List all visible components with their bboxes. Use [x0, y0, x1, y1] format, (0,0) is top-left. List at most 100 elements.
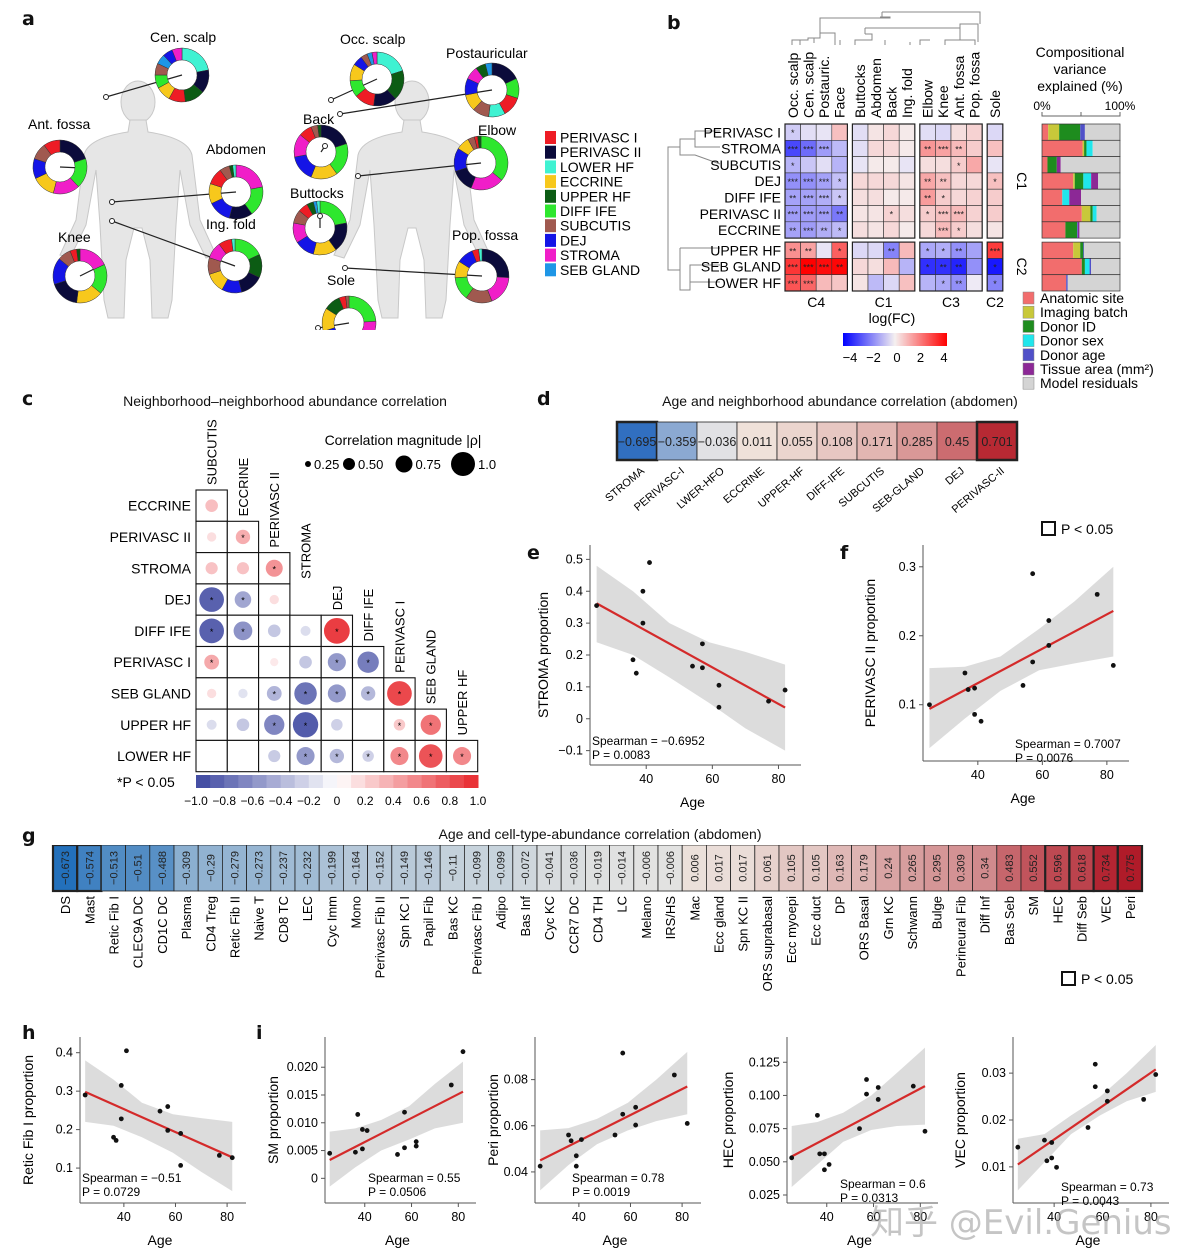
panel-label-i: i: [256, 1022, 263, 1044]
site-label: Abdomen: [206, 141, 266, 157]
heatmap-column-label: Abdomen: [868, 58, 884, 118]
y-tick-label: 0.2: [899, 629, 916, 643]
significance-mark: *: [366, 658, 370, 668]
site-marker: [315, 325, 321, 330]
colorbar-tick-label: 0: [893, 350, 900, 365]
data-point: [640, 588, 646, 594]
strip-cell: [736, 421, 778, 461]
variance-bar-outline: [1041, 274, 1121, 292]
site-label: Postauricular: [446, 45, 528, 61]
significance-mark: *: [335, 689, 339, 699]
size-legend-label: 0.75: [416, 457, 441, 472]
heatmap-row-label: STROMA: [721, 141, 782, 157]
significance-mark: ***: [803, 210, 814, 220]
donut-knee: Knee: [52, 229, 108, 304]
data-point: [815, 1112, 820, 1118]
donut-slice: [317, 124, 322, 138]
legend-label: PERIVASC I: [560, 130, 638, 146]
strip-category: ORS Basal: [857, 896, 872, 960]
confidence-band: [596, 565, 786, 751]
y-tick-label: −0.1: [558, 744, 583, 758]
significance-mark: **: [955, 144, 963, 154]
data-point: [178, 1162, 184, 1168]
heatmap-column-label: Sole: [987, 90, 1003, 118]
colorbar-step: [365, 775, 380, 788]
data-point: [1046, 643, 1052, 648]
variance-legend-label: Donor sex: [1040, 333, 1104, 349]
strip-cell: [851, 845, 877, 892]
strip-value: −0.695: [618, 435, 657, 449]
corr-circle: [268, 749, 281, 763]
row-group-label: C2: [1014, 258, 1030, 276]
data-point: [537, 1163, 543, 1169]
donut-slice: [478, 248, 483, 262]
y-tick-label: 0.5: [566, 552, 583, 566]
y-tick-label: 0.020: [287, 1060, 318, 1074]
x-tick-label: 80: [451, 1210, 465, 1224]
group-box: [784, 241, 849, 292]
strip-category: Diff Seb: [1075, 896, 1090, 942]
strip-cell: [1020, 845, 1046, 892]
strip-category: Ecc duct: [808, 896, 823, 946]
site-label: Pop. fossa: [452, 227, 518, 243]
corr-circle: [360, 686, 376, 701]
spearman-annotation: Spearman = 0.6: [840, 1177, 926, 1191]
spearman-annotation: Spearman = −0.6952: [592, 734, 705, 748]
y-axis-title: Peri proportion: [485, 1074, 501, 1166]
site-label: Elbow: [478, 122, 517, 138]
legend-swatch: [545, 175, 556, 189]
strip-value: 0.055: [781, 435, 812, 449]
strip-value: −0.237: [278, 851, 290, 885]
colorbar-step: [379, 775, 394, 788]
variance-segment: [1042, 274, 1067, 291]
panel-c-correlation: Correlation magnitude |ρ| 0.25 0.50 0.75 1.0…: [110, 419, 497, 808]
p-value-annotation: P = 0.0729: [82, 1185, 140, 1199]
strip-cell: [681, 845, 707, 892]
heatmap-cell: [966, 156, 983, 174]
y-tick-label: 0.3: [899, 560, 916, 574]
heatmap-column-label: Pop. fossa: [966, 52, 982, 118]
heatmap-cell: [935, 123, 952, 141]
significance-mark: **: [940, 263, 948, 273]
strip-category: CD1C DC: [155, 896, 170, 954]
data-point: [633, 1104, 639, 1110]
strip-category: Plasma: [179, 895, 194, 939]
data-point: [1110, 663, 1116, 668]
strip-cell: [656, 421, 698, 461]
donut-slice: [235, 164, 263, 190]
donut-occ-scalp: Occ. scalp: [328, 31, 406, 107]
confidence-band: [791, 1047, 925, 1188]
strip-value: 0.017: [714, 854, 726, 882]
colorbar-tick-label: 4: [940, 350, 947, 365]
panel-d-title: Age and neighborhood abundance correlati…: [662, 393, 1018, 409]
strip-category: LC: [615, 896, 630, 913]
significance-mark: ***: [803, 193, 814, 203]
donut-slice: [59, 139, 86, 163]
data-point: [1020, 683, 1026, 688]
data-point: [633, 670, 639, 676]
y-axis-title: VEC proportion: [952, 1072, 968, 1168]
panel-label-a: a: [22, 8, 35, 30]
heatmap-row-label: UPPER HF: [710, 242, 781, 258]
legend-swatch: [545, 189, 556, 203]
data-point: [165, 1127, 171, 1133]
x-tick-label: 40: [639, 772, 653, 786]
variance-segment: [1042, 140, 1083, 157]
panel-label-h: h: [22, 1022, 36, 1044]
panel-i-sm-scatter: 40 60 80 0 0.005 0.010 0.015 0.020 Age SM proport…: [265, 1037, 476, 1248]
site-marker: [328, 97, 334, 103]
legend-label: DEJ: [560, 232, 586, 248]
significance-mark: *: [993, 279, 997, 289]
strip-cell: [439, 845, 465, 892]
significance-mark: *: [304, 721, 308, 731]
variance-segment: [1079, 221, 1120, 239]
heatmap-cell: [852, 274, 869, 292]
heatmap-column-label: Face: [832, 87, 848, 118]
legend-swatch: [545, 219, 556, 233]
colorbar-tick-label: 0.4: [385, 794, 402, 808]
variance-legend-label: Anatomic site: [1040, 290, 1124, 306]
colorbar-step: [224, 775, 239, 788]
heatmap-cell: [852, 123, 869, 141]
site-marker: [103, 94, 109, 100]
heatmap-cell: [867, 156, 884, 174]
